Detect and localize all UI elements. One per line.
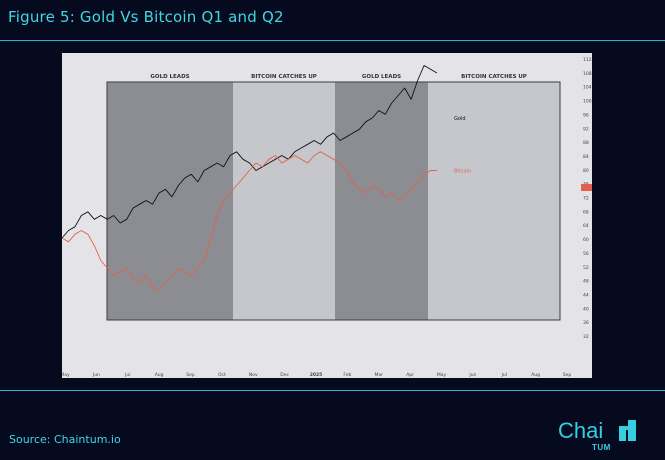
y-tick-label: 36	[583, 320, 589, 326]
region-2	[233, 82, 335, 320]
y-tick-label: 32	[583, 334, 589, 340]
series-label-bitcoin: Bitcoin	[454, 169, 471, 175]
series-layer	[61, 65, 438, 291]
y-tick-label: 108	[583, 71, 592, 77]
x-tick-label: Aug	[531, 372, 540, 378]
region-1	[107, 82, 233, 320]
x-tick-label: Nov	[249, 372, 258, 378]
x-tick-label: Jun	[92, 372, 100, 378]
regions-layer: GOLD LEADS BITCOIN CATCHES UP GOLD LEADS BI…	[107, 74, 560, 320]
y-tick-label: 40	[583, 306, 589, 312]
x-tick-label: Apr	[406, 372, 414, 378]
y-tick-label: 112	[583, 57, 592, 63]
region-label-4: BITCOIN CATCHES UP	[461, 74, 527, 80]
source-note: Source: Chaintum.io	[9, 433, 121, 446]
footer-divider	[0, 390, 665, 391]
y-tick-label: 72	[583, 196, 589, 202]
header-divider	[0, 40, 665, 41]
y-tick-label: 48	[583, 279, 589, 285]
region-label-3: GOLD LEADS	[362, 74, 401, 80]
region-label-1: GOLD LEADS	[150, 74, 189, 80]
chart-title: Figure 5: Gold Vs Bitcoin Q1 and Q2	[8, 8, 284, 26]
region-3	[335, 82, 428, 320]
x-tick-label: Jul	[501, 372, 507, 378]
gold-vs-bitcoin-chart: GOLD LEADS BITCOIN CATCHES UP GOLD LEADS BI…	[60, 53, 592, 378]
bitcoin-price-marker	[581, 184, 592, 191]
x-tick-label: Sep	[563, 372, 572, 378]
region-4	[428, 82, 560, 320]
y-tick-label: 96	[583, 112, 589, 118]
x-tick-label: Aug	[155, 372, 164, 378]
x-tick-label: Dec	[280, 372, 289, 378]
x-tick-label: 2025	[310, 372, 323, 378]
x-tick-label: Sep	[186, 372, 195, 378]
y-tick-label: 92	[583, 126, 589, 132]
x-axis-ticks: May Jun Jul Aug Sep Oct Nov Dec 2025 Feb Mar Apr May…	[60, 372, 572, 378]
y-tick-label: 104	[583, 85, 592, 91]
y-tick-label: 80	[583, 168, 589, 174]
x-tick-label: Feb	[343, 372, 351, 378]
y-tick-label: 44	[583, 292, 589, 298]
x-tick-label: Jun	[468, 372, 476, 378]
y-tick-label: 100	[583, 99, 592, 105]
x-tick-label: Oct	[218, 372, 226, 378]
x-tick-label: May	[62, 372, 70, 378]
chart-image: GOLD LEADS BITCOIN CATCHES UP GOLD LEADS BI…	[60, 53, 592, 378]
series-line-bitcoin	[61, 151, 437, 291]
y-tick-label: 64	[583, 223, 589, 229]
series-label-gold: Gold	[454, 116, 466, 122]
x-tick-label: Jul	[124, 372, 130, 378]
region-label-2: BITCOIN CATCHES UP	[251, 74, 317, 80]
y-axis-ticks: 1121081041009692888480767268646056524844…	[581, 57, 592, 340]
y-tick-label: 56	[583, 251, 589, 257]
x-tick-label: Mar	[375, 372, 384, 378]
y-tick-label: 84	[583, 154, 589, 160]
y-tick-label: 52	[583, 265, 589, 271]
plot-frame	[106, 81, 561, 321]
y-tick-label: 68	[583, 209, 589, 215]
chaintum-logo: Chai TUM	[556, 416, 646, 454]
series-labels: Gold Bitcoin	[454, 116, 471, 175]
logo-name: Chai	[558, 418, 604, 443]
y-tick-label: 88	[583, 140, 589, 146]
chaintum-logo-mark-icon	[619, 420, 636, 441]
logo-subtitle: TUM	[592, 443, 611, 452]
x-tick-label: May	[437, 372, 447, 378]
series-line-gold	[61, 65, 438, 239]
y-tick-label: 60	[583, 237, 589, 243]
